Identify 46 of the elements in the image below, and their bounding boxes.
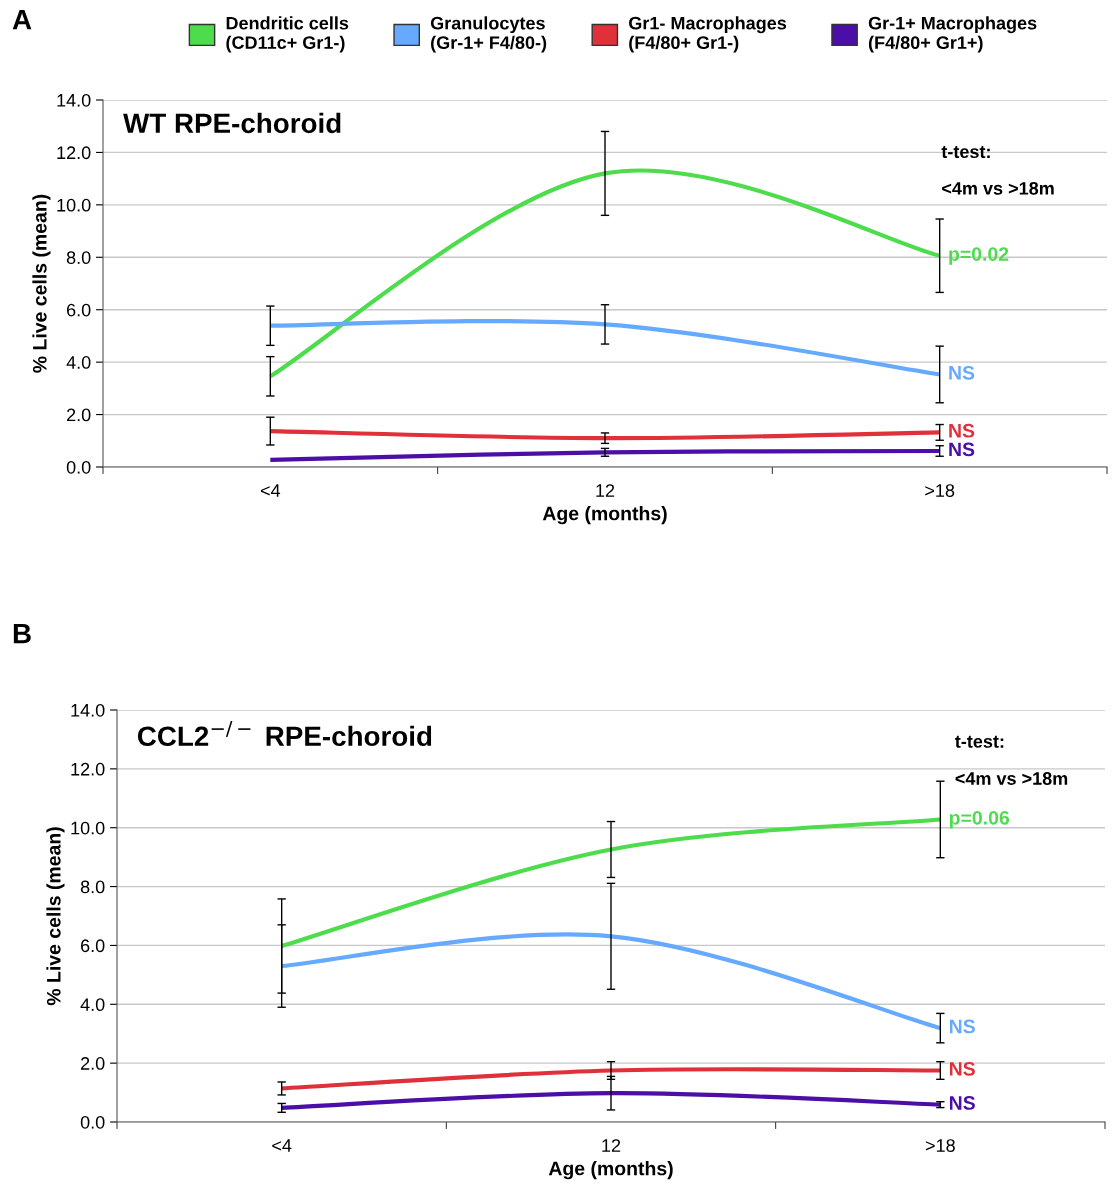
y-tick-label: 8.0 xyxy=(80,880,105,894)
annotation: t-test: xyxy=(941,146,990,159)
x-tick-label: >18 xyxy=(925,1139,955,1152)
x-axis-title: Age (months) xyxy=(548,1161,673,1180)
annotation: NS xyxy=(949,442,975,457)
y-tick-label: 12.0 xyxy=(71,762,105,776)
y-tick-label: 14.0 xyxy=(57,93,91,107)
text: A xyxy=(12,10,32,30)
y-tick-label: 0.0 xyxy=(80,1115,105,1129)
annotation: NS xyxy=(949,1061,975,1076)
x-tick-label: 12 xyxy=(596,484,615,497)
x-tick-label: 12 xyxy=(602,1139,621,1152)
y-tick-label: 4.0 xyxy=(66,356,91,369)
x-tick-label: <4 xyxy=(260,484,281,497)
text: B xyxy=(13,624,31,644)
annotation: NS xyxy=(949,1019,975,1034)
y-axis-title: % Live cells (mean) xyxy=(46,827,65,1006)
chart-title: WT RPE-choroid xyxy=(123,112,341,134)
y-tick-label: 8.0 xyxy=(66,251,91,265)
x-tick-label: <4 xyxy=(272,1139,292,1152)
y-axis-title: % Live cells (mean) xyxy=(32,194,51,373)
x-tick-label: >18 xyxy=(925,484,955,497)
annotation: t-test: xyxy=(955,735,1004,748)
y-tick-label: 12.0 xyxy=(57,146,91,160)
annotation: p=0.06 xyxy=(949,810,1010,829)
x-axis-title: Age (months) xyxy=(542,506,667,525)
legend-label: Gr1- Macrophages (F4/80+ Gr1-) xyxy=(629,16,787,53)
y-tick-label: 6.0 xyxy=(67,303,91,317)
y-tick-label: 2.0 xyxy=(67,408,91,422)
y-tick-label: 14.0 xyxy=(71,703,105,717)
legend-label: Gr-1+ Macrophages (F4/80+ Gr1+) xyxy=(868,16,1037,53)
annotation: NS xyxy=(949,423,975,438)
y-tick-label: 0.0 xyxy=(66,460,91,474)
legend-label: Granulocytes (Gr-1+ F4/80-) xyxy=(430,16,547,53)
annotation: <4m vs >18m xyxy=(942,181,1054,195)
y-tick-label: 10.0 xyxy=(57,198,91,212)
legend-label: Dendritic cells (CD11c+ Gr1-) xyxy=(226,16,349,53)
annotation: p=0.02 xyxy=(949,247,1009,265)
annotation: <4m vs >18m xyxy=(955,772,1068,785)
y-tick-label: 6.0 xyxy=(81,939,105,953)
chart-title: CCL2$^{−/−}$ RPE-choroid xyxy=(137,721,432,747)
y-tick-label: 10.0 xyxy=(71,821,105,835)
y-tick-label: 4.0 xyxy=(80,998,105,1012)
y-tick-label: 2.0 xyxy=(81,1057,105,1070)
annotation: NS xyxy=(949,1096,975,1110)
annotation: NS xyxy=(949,365,975,380)
